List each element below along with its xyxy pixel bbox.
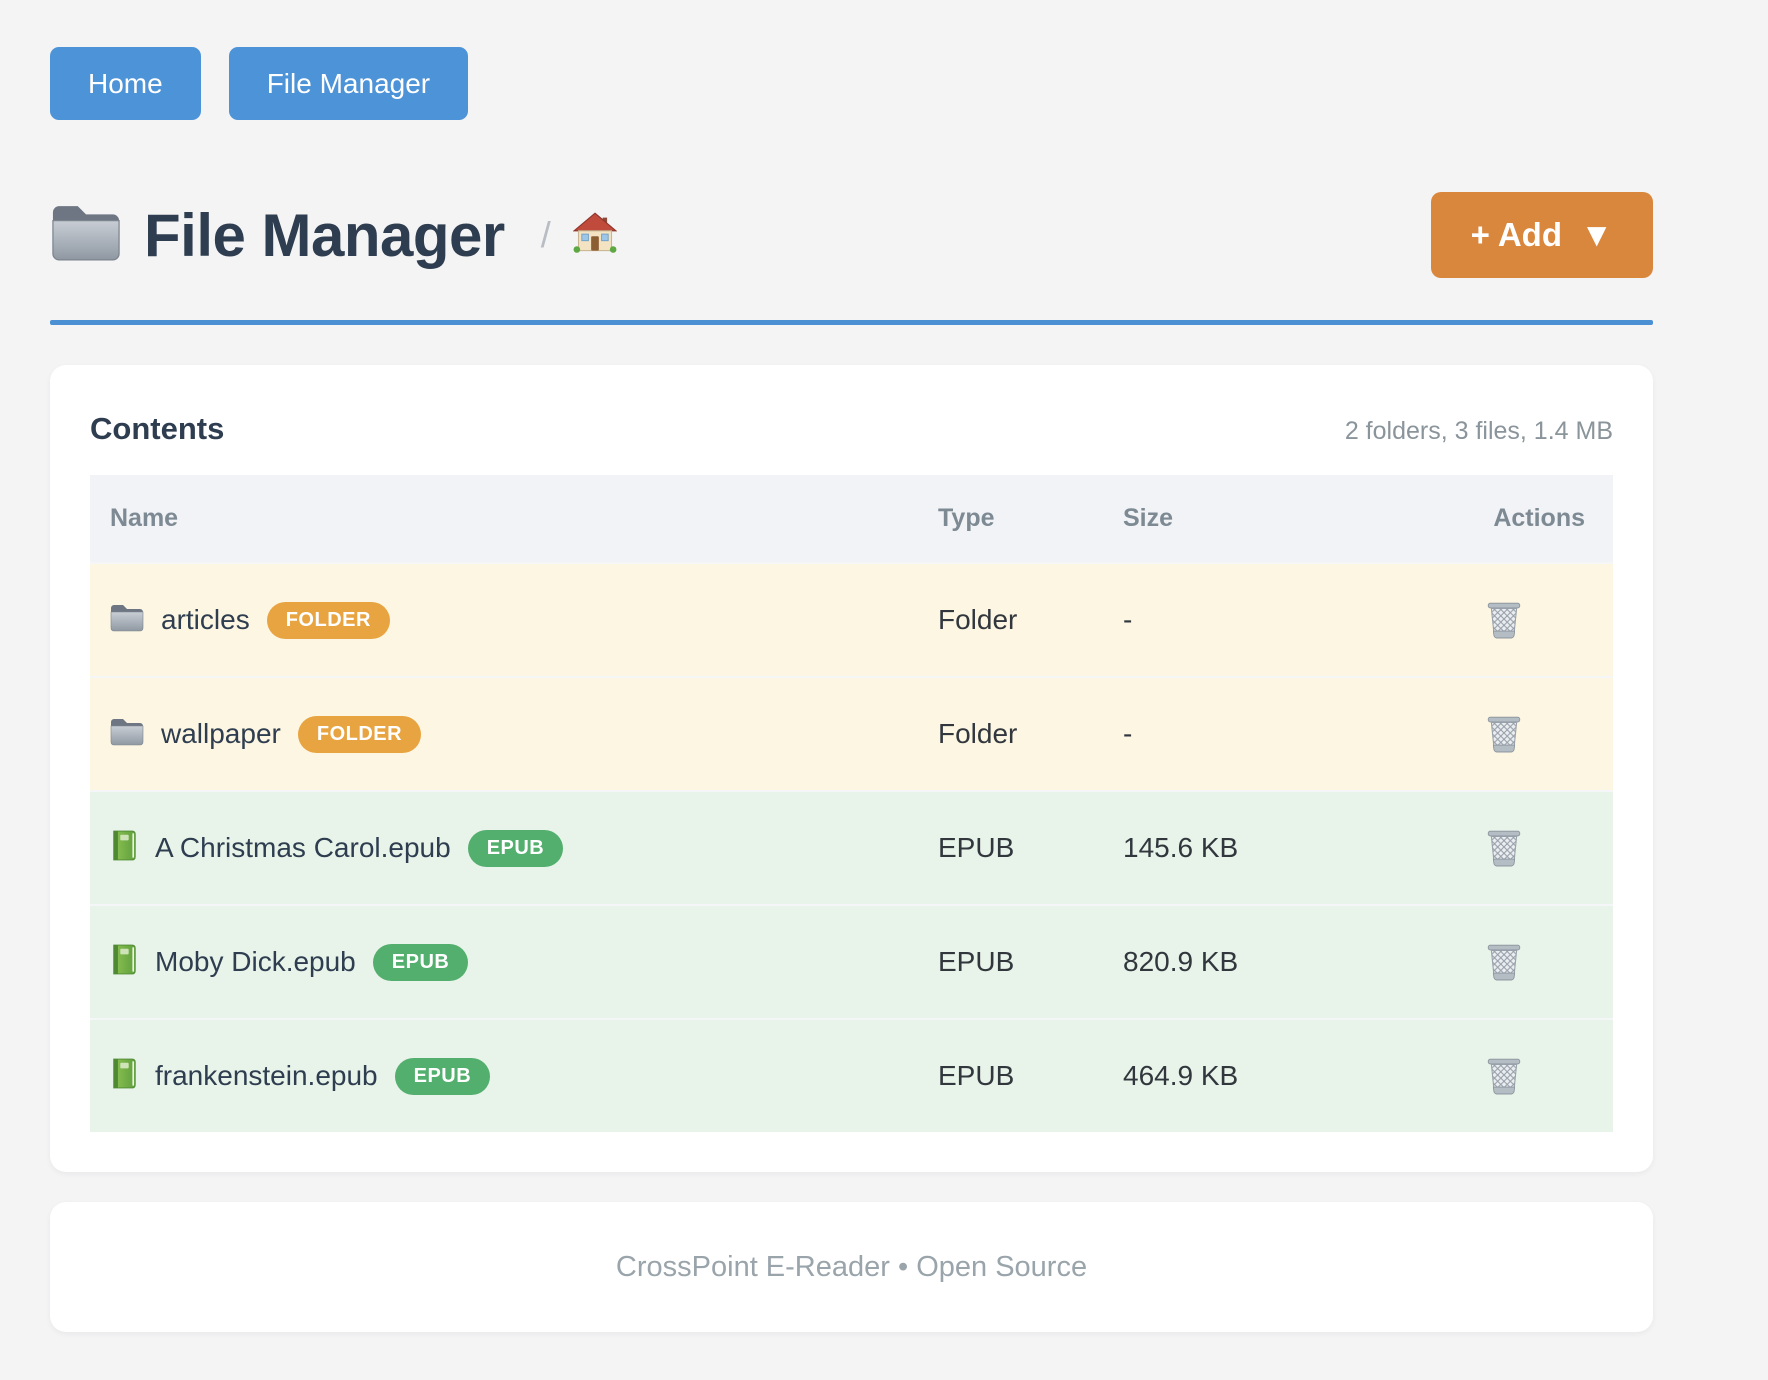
type-cell: EPUB bbox=[938, 832, 1015, 863]
size-cell: 145.6 KB bbox=[1123, 832, 1239, 863]
size-cell: 464.9 KB bbox=[1123, 1060, 1239, 1091]
size-cell: - bbox=[1123, 604, 1133, 635]
page-title: File Manager bbox=[144, 201, 505, 269]
trash-icon bbox=[1485, 716, 1523, 757]
book-icon bbox=[110, 943, 138, 981]
page-header: File Manager / + Add ▼ bbox=[50, 192, 1653, 278]
size-cell: - bbox=[1123, 718, 1133, 749]
column-header-size: Size bbox=[1123, 504, 1174, 532]
delete-button[interactable] bbox=[1481, 1052, 1527, 1100]
table-row[interactable]: wallpaper FOLDER Folder - bbox=[90, 676, 1613, 790]
title-divider bbox=[50, 320, 1653, 325]
add-button[interactable]: + Add ▼ bbox=[1430, 192, 1653, 278]
delete-button[interactable] bbox=[1481, 938, 1527, 986]
trash-icon bbox=[1485, 602, 1523, 643]
file-table: Name Type Size Actions articles FOLDER bbox=[90, 475, 1613, 1132]
contents-summary: 2 folders, 3 files, 1.4 MB bbox=[1344, 417, 1613, 445]
table-row[interactable]: articles FOLDER Folder - bbox=[90, 562, 1613, 676]
book-icon bbox=[110, 829, 138, 867]
type-badge: FOLDER bbox=[266, 601, 390, 639]
type-cell: Folder bbox=[938, 718, 1018, 749]
table-header-row: Name Type Size Actions bbox=[90, 475, 1613, 562]
breadcrumb-separator: / bbox=[540, 214, 551, 255]
delete-button[interactable] bbox=[1481, 596, 1527, 644]
type-badge: EPUB bbox=[394, 1057, 491, 1095]
nav-home-button[interactable]: Home bbox=[50, 47, 201, 120]
type-badge: EPUB bbox=[467, 829, 564, 867]
file-name-link[interactable]: Moby Dick.epub bbox=[155, 946, 356, 977]
column-header-type: Type bbox=[938, 504, 995, 532]
type-cell: EPUB bbox=[938, 1060, 1015, 1091]
table-row[interactable]: frankenstein.epub EPUB EPUB 464.9 KB bbox=[90, 1018, 1613, 1132]
type-cell: Folder bbox=[938, 604, 1018, 635]
home-icon[interactable] bbox=[572, 211, 618, 259]
size-cell: 820.9 KB bbox=[1123, 946, 1239, 977]
column-header-actions: Actions bbox=[1493, 504, 1585, 532]
footer-card: CrossPoint E-Reader • Open Source bbox=[50, 1202, 1653, 1332]
file-name-link[interactable]: articles bbox=[161, 604, 250, 635]
folder-icon bbox=[110, 603, 144, 638]
book-icon bbox=[110, 1057, 138, 1095]
contents-card: Contents 2 folders, 3 files, 1.4 MB Name… bbox=[50, 365, 1653, 1172]
file-name-link[interactable]: A Christmas Carol.epub bbox=[155, 832, 451, 863]
table-row[interactable]: A Christmas Carol.epub EPUB EPUB 145.6 K… bbox=[90, 790, 1613, 904]
delete-button[interactable] bbox=[1481, 824, 1527, 872]
nav-file-manager-button[interactable]: File Manager bbox=[228, 47, 469, 120]
contents-title: Contents bbox=[90, 411, 225, 446]
file-name-link[interactable]: frankenstein.epub bbox=[155, 1060, 378, 1091]
delete-button[interactable] bbox=[1481, 710, 1527, 758]
type-badge: FOLDER bbox=[297, 715, 422, 753]
type-badge: EPUB bbox=[372, 943, 469, 981]
footer-text: CrossPoint E-Reader • Open Source bbox=[615, 1250, 1088, 1283]
trash-icon bbox=[1485, 944, 1523, 985]
trash-icon bbox=[1485, 830, 1523, 871]
folder-icon bbox=[110, 717, 144, 752]
trash-icon bbox=[1485, 1058, 1523, 1099]
column-header-name: Name bbox=[110, 504, 179, 532]
top-nav: Home File Manager bbox=[50, 0, 1653, 120]
type-cell: EPUB bbox=[938, 946, 1015, 977]
table-row[interactable]: Moby Dick.epub EPUB EPUB 820.9 KB bbox=[90, 904, 1613, 1018]
file-name-link[interactable]: wallpaper bbox=[161, 718, 281, 749]
folder-icon bbox=[50, 202, 122, 269]
